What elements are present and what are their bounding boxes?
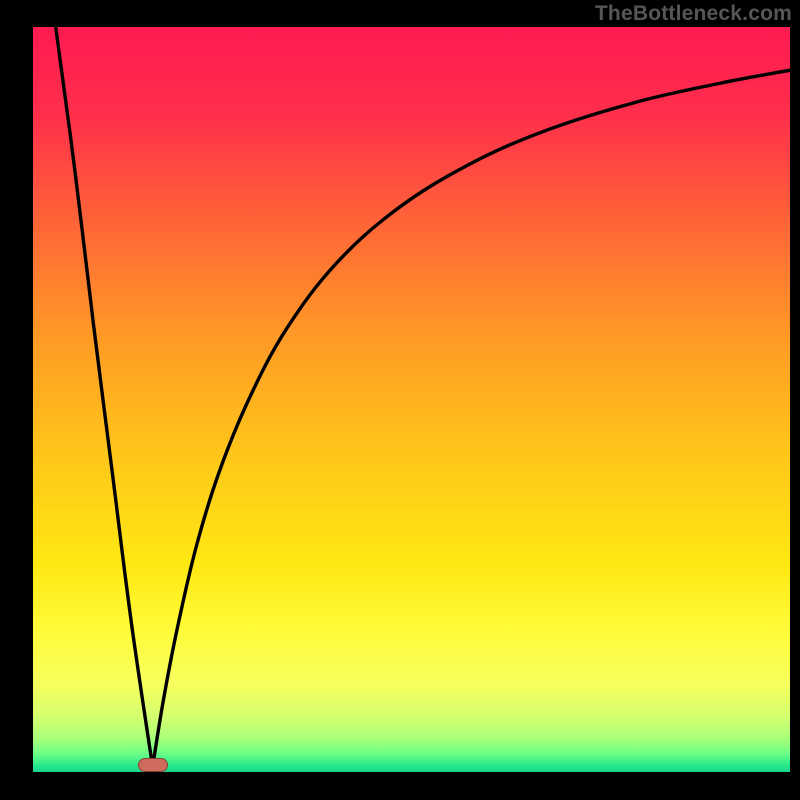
minimum-marker xyxy=(138,758,168,772)
chart-outer-frame: TheBottleneck.com xyxy=(0,0,800,800)
watermark-text: TheBottleneck.com xyxy=(595,2,792,26)
curve-left-branch xyxy=(56,27,153,767)
bottleneck-curve xyxy=(33,27,790,772)
curve-right-branch xyxy=(153,70,790,767)
chart-plot-area xyxy=(33,27,790,772)
